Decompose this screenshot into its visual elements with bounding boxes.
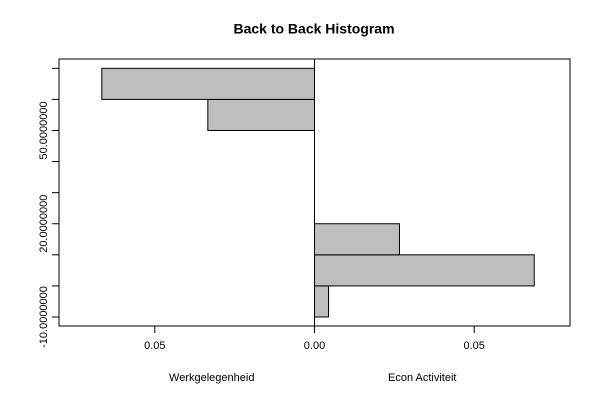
x-tick-label: 0.05 — [463, 340, 484, 352]
x-tick-label: 0.05 — [144, 340, 165, 352]
series-label: Werkgelegenheid — [169, 372, 254, 384]
y-tick-label: 50.0000000 — [38, 101, 50, 159]
bar — [314, 254, 535, 287]
x-tick-label: 0.00 — [304, 340, 325, 352]
y-tick-label: 20.0000000 — [38, 195, 50, 253]
y-tick-label: -10.0000000 — [38, 286, 50, 348]
bar — [207, 98, 315, 131]
series-label: Econ Activiteit — [388, 372, 456, 384]
bar — [314, 285, 330, 318]
bar — [101, 67, 315, 100]
bar — [314, 223, 400, 256]
chart-title: Back to Back Histogram — [233, 21, 394, 37]
